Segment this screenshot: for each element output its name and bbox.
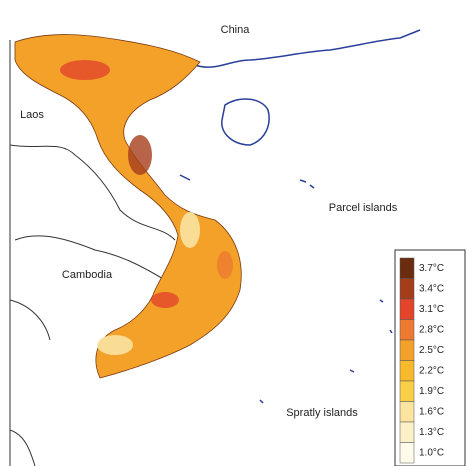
borders	[9, 40, 176, 466]
vietnam	[14, 34, 242, 379]
legend: 3.7°C 3.4°C 3.1°C 2.8°C 2.5°C 2.2°C 1.9°C 1.6°C…	[394, 249, 466, 466]
legend-swatch	[399, 339, 415, 361]
legend-swatch	[399, 442, 415, 464]
legend-swatch	[399, 380, 415, 402]
legend-label: 2.5°C	[419, 345, 444, 356]
legend-label: 1.9°C	[419, 386, 444, 397]
region-label: Spratly islands	[286, 407, 358, 419]
legend-label: 3.4°C	[419, 283, 444, 294]
legend-swatch	[399, 421, 415, 443]
region-label: Parcel islands	[329, 202, 398, 214]
legend-label: 2.2°C	[419, 365, 444, 376]
legend-swatch	[399, 360, 415, 382]
legend-label: 1.0°C	[419, 447, 444, 458]
legend-label: 3.7°C	[419, 263, 444, 274]
hotspots	[60, 60, 233, 355]
country-label: Laos	[20, 109, 44, 121]
country-label: China	[221, 24, 251, 36]
legend-swatch	[399, 298, 415, 320]
legend-swatch	[399, 401, 415, 423]
legend-swatch	[399, 319, 415, 341]
legend-swatch	[399, 278, 415, 300]
coastline	[179, 29, 421, 404]
country-label: Cambodia	[62, 269, 113, 281]
legend-swatch	[399, 257, 415, 279]
legend-label: 1.6°C	[419, 406, 444, 417]
legend-label: 3.1°C	[419, 304, 444, 315]
legend-label: 1.3°C	[419, 427, 444, 438]
legend-label: 2.8°C	[419, 324, 444, 335]
